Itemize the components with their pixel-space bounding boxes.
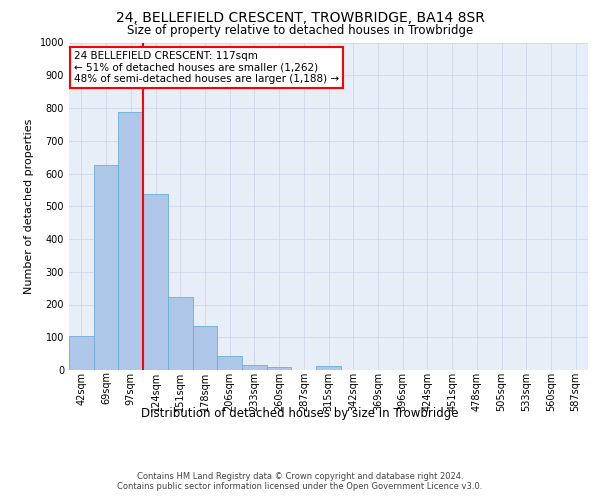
Bar (168, 298, 193, 370)
Bar (217, 356, 242, 370)
Bar (242, 365, 267, 370)
Bar (143, 194, 168, 370)
Text: Contains HM Land Registry data © Crown copyright and database right 2024.
Contai: Contains HM Land Registry data © Crown c… (118, 472, 482, 491)
Bar (118, 112, 143, 370)
Text: Size of property relative to detached houses in Trowbridge: Size of property relative to detached ho… (127, 24, 473, 37)
Bar (267, 366, 292, 370)
Text: Distribution of detached houses by size in Trowbridge: Distribution of detached houses by size … (141, 408, 459, 420)
Text: 24, BELLEFIELD CRESCENT, TROWBRIDGE, BA14 8SR: 24, BELLEFIELD CRESCENT, TROWBRIDGE, BA1… (116, 11, 484, 25)
Y-axis label: Number of detached properties: Number of detached properties (24, 118, 34, 294)
Text: 24 BELLEFIELD CRESCENT: 117sqm
← 51% of detached houses are smaller (1,262)
48% : 24 BELLEFIELD CRESCENT: 117sqm ← 51% of … (74, 50, 340, 84)
Bar (316, 366, 341, 370)
Bar (69, 336, 94, 370)
Bar (193, 326, 217, 370)
Bar (94, 166, 118, 370)
